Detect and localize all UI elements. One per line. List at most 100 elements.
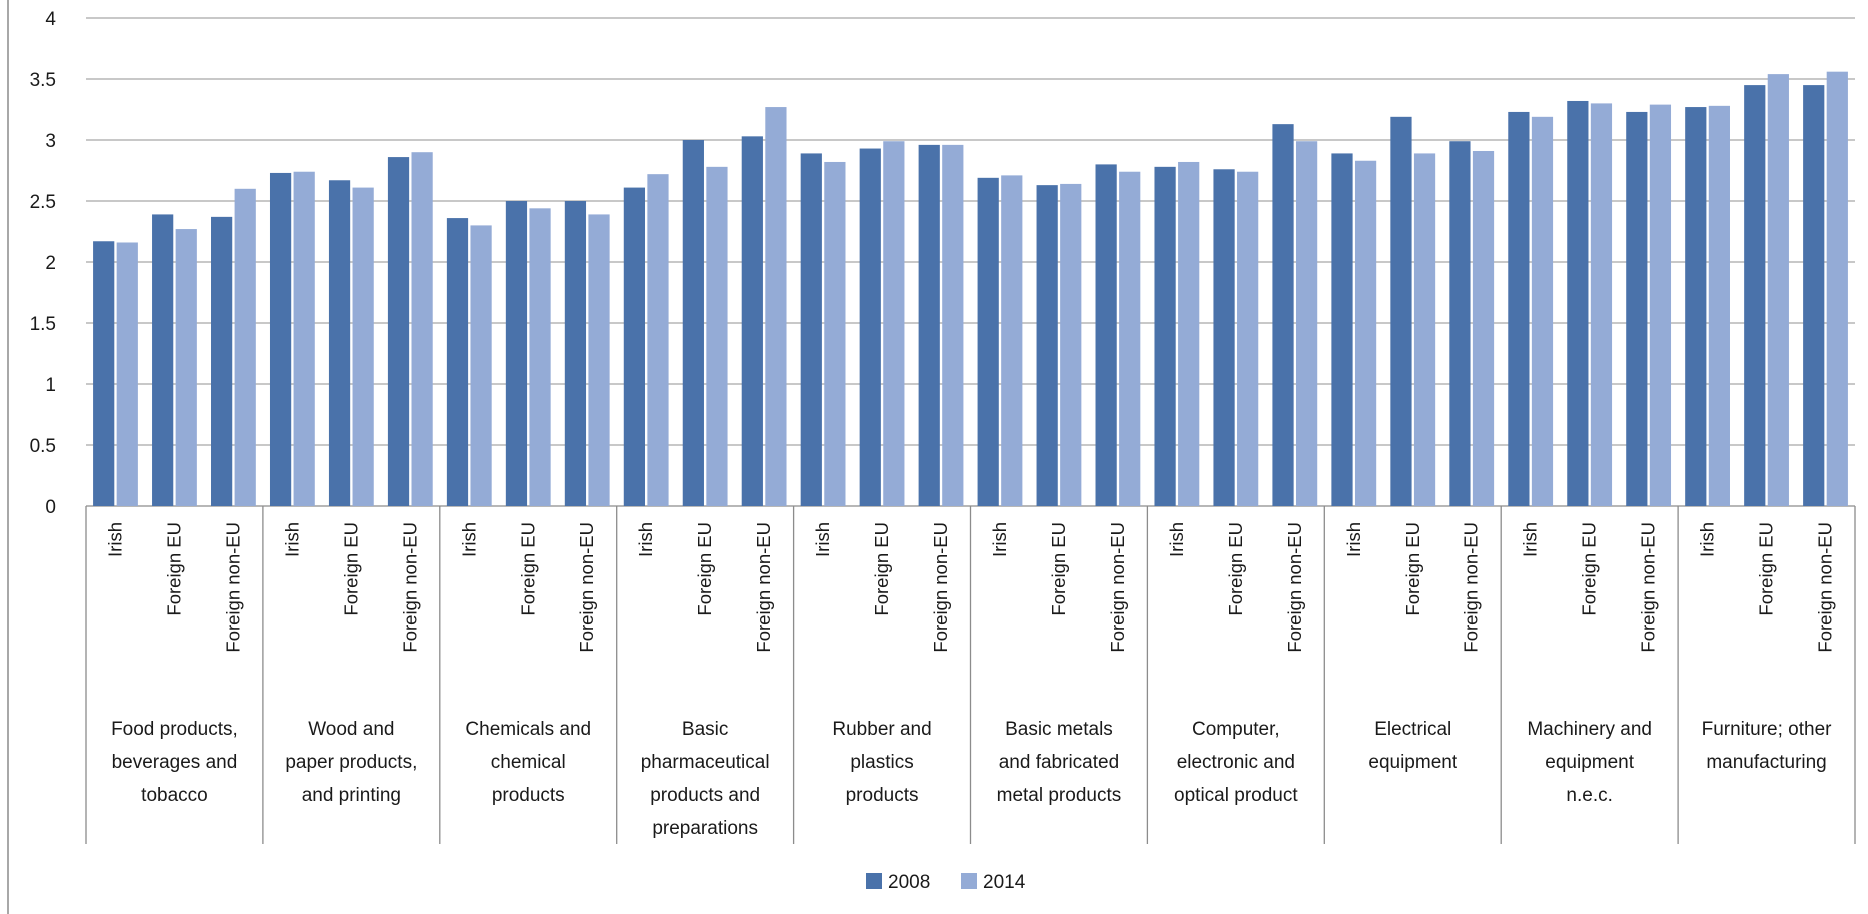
bar-2008: [977, 177, 999, 506]
bar-2008: [1036, 185, 1058, 506]
bar-2008: [152, 214, 174, 507]
group-label: Basic metals and fabricated metal products: [997, 719, 1122, 806]
bar-2014: [824, 161, 846, 506]
bar-2008: [387, 157, 410, 506]
y-axis: 0 0.5 1 1.5 2 2.5 3 3.5 4: [30, 9, 57, 518]
y-tick-label: 2: [45, 253, 56, 274]
y-tick-label: 2.5: [30, 192, 56, 213]
bar-2008: [446, 218, 469, 506]
bar-2008: [1508, 111, 1530, 506]
bar-2008: [93, 241, 115, 506]
bar-2014: [647, 174, 669, 506]
y-tick-label: 3: [45, 131, 56, 152]
bar-2014: [529, 208, 551, 506]
bar-2008: [1331, 153, 1353, 507]
bar-2014: [234, 188, 256, 507]
x-tick-label: Irish: [1697, 522, 1718, 557]
bar-2008: [800, 153, 822, 507]
legend: 2008 2014: [866, 872, 1026, 893]
bar-2008: [1449, 141, 1471, 506]
bar-2014: [706, 166, 728, 506]
x-tick-label: Foreign non-EU: [1107, 522, 1128, 653]
group-label: Food products, beverages and tobacco: [111, 719, 238, 806]
bar-2014: [1119, 171, 1141, 506]
bar-2014: [765, 107, 787, 506]
bar-2014: [1178, 161, 1200, 506]
x-tick-label: Irish: [1520, 522, 1541, 557]
gridlines: [86, 17, 1855, 507]
bar-2008: [918, 144, 940, 506]
bar-2008: [1272, 124, 1294, 506]
group-label: Chemicals and chemical products: [465, 719, 591, 806]
group-label: Electrical equipment: [1368, 719, 1457, 773]
x-tick-label: Irish: [812, 522, 833, 557]
bar-2014: [470, 225, 492, 506]
x-tick-label: Irish: [1166, 522, 1187, 557]
x-tick-label: Irish: [281, 522, 302, 557]
bar-2014: [588, 214, 610, 507]
x-tick-label: Foreign EU: [340, 522, 361, 616]
bar-2008: [269, 172, 292, 506]
bars: [93, 71, 1848, 507]
y-tick-label: 0.5: [30, 436, 56, 457]
group-label: Machinery and equipment n.e.c.: [1527, 719, 1652, 806]
y-tick-label: 0: [45, 497, 56, 518]
bar-2014: [1413, 153, 1436, 507]
bar-2008: [623, 187, 646, 506]
bar-2008: [1213, 169, 1235, 506]
bar-2014: [1590, 103, 1613, 507]
bar-2014: [1708, 105, 1730, 506]
x-tick-label: Foreign non-EU: [399, 522, 420, 653]
x-tick-label: Foreign EU: [1756, 522, 1777, 616]
x-tick-label: Foreign EU: [163, 522, 184, 616]
group-label: Furniture; other manufacturing: [1702, 719, 1833, 773]
bar-2014: [293, 171, 315, 506]
y-tick-label: 4: [45, 9, 56, 30]
x-tick-label: Foreign EU: [1579, 522, 1600, 616]
bar-2014: [1060, 183, 1082, 507]
x-tick-label: Foreign EU: [1402, 522, 1423, 616]
bar-2008: [1095, 164, 1117, 506]
bar-2014: [1826, 71, 1848, 507]
bar-2008: [505, 201, 528, 506]
x-axis: Irish Foreign EU Foreign non-EU Irish Foreig…: [85, 506, 1856, 844]
bar-2014: [1237, 171, 1259, 506]
bar-2008: [1803, 85, 1825, 506]
x-tick-label: Foreign non-EU: [1284, 522, 1305, 653]
bar-2014: [942, 144, 964, 506]
bar-2014: [883, 141, 905, 506]
bar-2014: [1649, 104, 1672, 507]
bar-2014: [1531, 116, 1554, 506]
x-tick-label: Foreign non-EU: [753, 522, 774, 653]
x-tick-label: Foreign EU: [1048, 522, 1069, 616]
bar-2014: [411, 152, 433, 506]
x-tick-label: Irish: [104, 522, 125, 557]
y-tick-label: 3.5: [30, 70, 56, 91]
bar-2014: [1001, 175, 1023, 506]
bar-2008: [1685, 107, 1707, 506]
bar-2014: [175, 229, 197, 506]
bar-2008: [328, 180, 351, 506]
x-tick-label: Foreign EU: [517, 522, 538, 616]
y-tick-label: 1: [45, 375, 56, 396]
bar-2014: [1767, 74, 1789, 507]
bar-2014: [1472, 150, 1495, 507]
bar-2008: [1744, 85, 1766, 506]
y-tick-label: 1.5: [30, 314, 56, 335]
group-label: Wood and paper products, and printing: [285, 719, 417, 806]
x-tick-label: Foreign non-EU: [930, 522, 951, 653]
x-tick-label: Foreign non-EU: [1815, 522, 1836, 653]
bar-2008: [564, 201, 587, 506]
bar-2014: [1354, 160, 1377, 507]
x-tick-label: Foreign EU: [1225, 522, 1246, 616]
legend-label-2014: 2014: [983, 872, 1026, 893]
bar-2008: [1567, 100, 1589, 507]
legend-label-2008: 2008: [888, 872, 930, 893]
bar-2008: [1390, 116, 1412, 506]
bar-2008: [211, 216, 233, 507]
x-tick-label: Foreign EU: [694, 522, 715, 616]
bar-2008: [741, 136, 763, 506]
x-tick-label: Irish: [635, 522, 656, 557]
bar-2008: [1626, 111, 1648, 506]
